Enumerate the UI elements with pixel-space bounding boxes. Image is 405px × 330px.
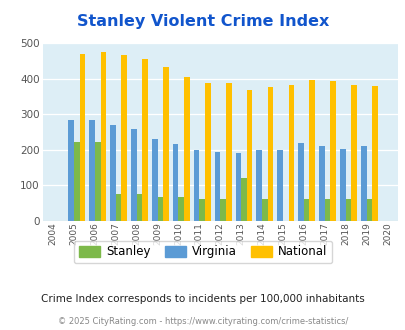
Bar [318,146,324,221]
Text: Crime Index corresponds to incidents per 100,000 inhabitants: Crime Index corresponds to incidents per… [41,294,364,304]
Bar [256,150,261,221]
Bar [371,86,377,221]
Bar [288,84,294,221]
Bar [131,129,136,221]
Bar [324,199,330,221]
Bar [173,145,178,221]
Bar [225,83,231,221]
Bar [303,199,309,221]
Bar [183,77,189,221]
Bar [74,142,79,221]
Bar [345,199,350,221]
Bar [79,54,85,221]
Text: Stanley Violent Crime Index: Stanley Violent Crime Index [77,14,328,29]
Bar [350,85,356,221]
Bar [199,199,205,221]
Bar [360,146,366,221]
Bar [339,149,345,221]
Bar [89,120,95,221]
Bar [205,83,210,221]
Bar [121,55,127,221]
Bar [330,81,335,221]
Bar [235,153,241,221]
Bar [220,199,225,221]
Bar [151,140,157,221]
Bar [163,68,168,221]
Bar [366,199,371,221]
Bar [110,125,115,221]
Bar [136,194,142,221]
Bar [68,120,74,221]
Text: © 2025 CityRating.com - https://www.cityrating.com/crime-statistics/: © 2025 CityRating.com - https://www.city… [58,317,347,326]
Bar [241,178,246,221]
Bar [261,199,267,221]
Bar [193,150,199,221]
Bar [309,80,314,221]
Bar [214,151,220,221]
Bar [100,52,106,221]
Bar [178,197,183,221]
Bar [267,87,273,221]
Bar [95,142,100,221]
Legend: Stanley, Virginia, National: Stanley, Virginia, National [74,241,331,263]
Bar [277,150,282,221]
Bar [246,90,252,221]
Bar [297,143,303,221]
Bar [142,59,147,221]
Bar [115,194,121,221]
Bar [157,197,163,221]
